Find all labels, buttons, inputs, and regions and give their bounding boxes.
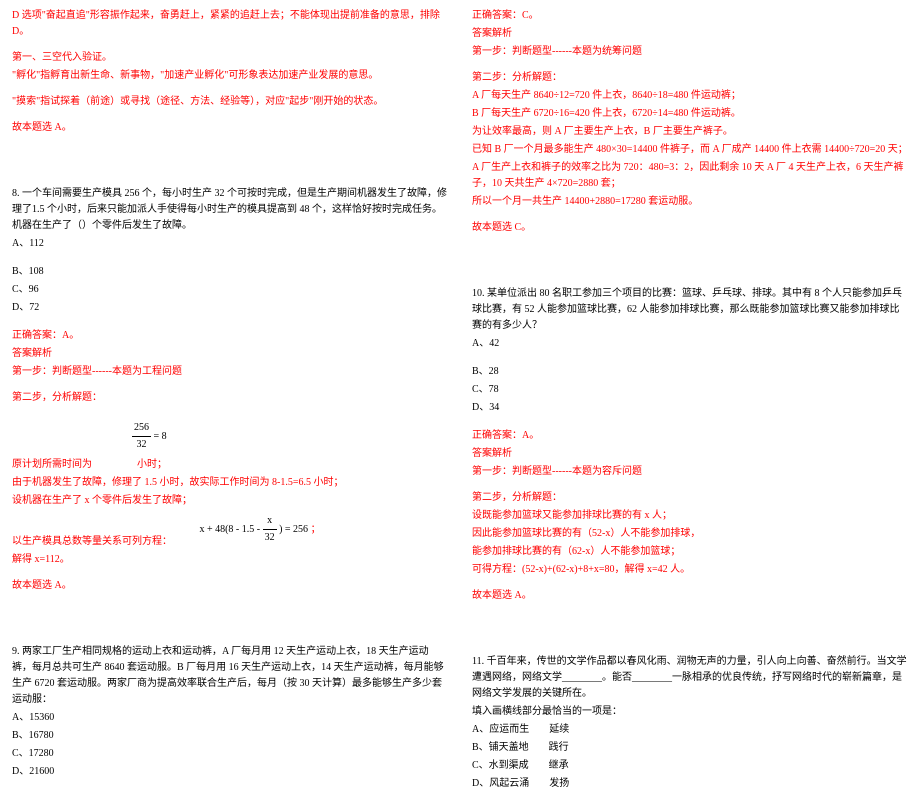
q10-optB: B、28 [472, 364, 908, 380]
q11-fill: 填入画横线部分最恰当的一项是： [472, 704, 908, 720]
q10-l3: 能参加排球比赛的有（62-x）人不能参加篮球； [472, 544, 908, 560]
q8-jiexi: 答案解析 [12, 346, 448, 362]
r-l1: A 厂每天生产 8640÷12=720 件上衣，8640÷18=480 件运动裤… [472, 88, 908, 104]
left-column: D 选项"奋起直追"形容振作起来，奋勇赶上，紧紧的追赶上去；不能体现出提前准备的… [0, 0, 460, 651]
q10-l2: 因此能参加篮球比赛的有（52-x）人不能参加排球， [472, 526, 908, 542]
q8-optB: B、108 [12, 264, 448, 280]
verify-2: "孵化"指孵育出新生命、新事物，"加速产业孵化"可形象表达加速产业发展的意思。 [12, 68, 448, 84]
conclusion-a: 故本题选 A。 [12, 120, 448, 136]
q8-line2: 由于机器发生了故障，修理了 1.5 小时，故实际工作时间为 8-1.5=6.5 … [12, 475, 448, 491]
q11-optD: D、风起云涌 发扬 [472, 776, 908, 792]
explain-d: D 选项"奋起直追"形容振作起来，奋勇赶上，紧紧的追赶上去；不能体现出提前准备的… [12, 8, 448, 40]
q10-optC: C、78 [472, 382, 908, 398]
right-column: 正确答案：C。 答案解析 第一步：判断题型------本题为统筹问题 第二步：分… [460, 0, 920, 651]
r-l5: A 厂生产上衣和裤子的效率之比为 720：480=3：2，因此剩余 10 天 A… [472, 160, 908, 192]
q8-step1: 第一步：判断题型------本题为工程问题 [12, 364, 448, 380]
q8-optA: A、112 [12, 236, 448, 252]
q8-line5: 解得 x=112。 [12, 552, 448, 568]
q8-text: 8. 一个车间需要生产模具 256 个，每小时生产 32 个可按时完成，但是生产… [12, 186, 448, 234]
q10-step1: 第一步：判断题型------本题为容斥问题 [472, 464, 908, 480]
frac-eq: = 8 [154, 431, 167, 442]
r-l2: B 厂每天生产 6720÷16=420 件上衣，6720÷14=480 件运动裤… [472, 106, 908, 122]
q9-optB: B、16780 [12, 728, 448, 744]
q8-answer: 正确答案：A。 [12, 328, 448, 344]
q10-optD: D、34 [472, 400, 908, 416]
q10-l5: 故本题选 A。 [472, 588, 908, 604]
frac-den: 32 [132, 437, 151, 453]
ans-c: 正确答案：C。 [472, 8, 908, 24]
q11-optA: A、应运而生 延续 [472, 722, 908, 738]
q8-line6: 故本题选 A。 [12, 578, 448, 594]
q10-jiexi: 答案解析 [472, 446, 908, 462]
q9-optD: D、21600 [12, 764, 448, 780]
q10-step2: 第二步，分析解题： [472, 490, 908, 506]
q8-line3: 设机器在生产了 x 个零件后发生了故障； [12, 493, 448, 509]
q9-optA: A、15360 [12, 710, 448, 726]
q11-optB: B、铺天盖地 践行 [472, 740, 908, 756]
r-l7: 故本题选 C。 [472, 220, 908, 236]
q9-text: 9. 两家工厂生产相同规格的运动上衣和运动裤，A 厂每月用 12 天生产运动上衣… [12, 644, 448, 708]
q10-l4: 可得方程：(52-x)+(62-x)+8+x=80，解得 x=42 人。 [472, 562, 908, 578]
q8-formula1: 256 32 = 8 [12, 416, 448, 457]
q11-text: 11. 千百年来，传世的文学作品都以春风化雨、润物无声的力量，引人向上向善、奋然… [472, 654, 908, 702]
q8-optD: D、72 [12, 300, 448, 316]
verify-1: 第一、三空代入验证。 [12, 50, 448, 66]
q10-l1: 设既能参加篮球又能参加排球比赛的有 x 人； [472, 508, 908, 524]
q10-ans: 正确答案：A。 [472, 428, 908, 444]
frac-num: 256 [132, 420, 151, 437]
r-jiexi: 答案解析 [472, 26, 908, 42]
r-step2: 第二步：分析解题： [472, 70, 908, 86]
q9-optC: C、17280 [12, 746, 448, 762]
q8-timeplan: 原计划所需时间为 ________ 小时； [12, 457, 448, 473]
q11-optC: C、水到渠成 继承 [472, 758, 908, 774]
r-l4: 已知 B 厂一个月最多能生产 480×30=14400 件裤子，而 A 厂成产 … [472, 142, 908, 158]
q10-text: 10. 某单位派出 80 名职工参加三个项目的比赛：篮球、乒乓球、排球。其中有 … [472, 286, 908, 334]
r-l3: 为让效率最高，则 A 厂主要生产上衣，B 厂主要生产裤子。 [472, 124, 908, 140]
q10-optA: A、42 [472, 336, 908, 352]
r-step1: 第一步：判断题型------本题为统筹问题 [472, 44, 908, 60]
q8-optC: C、96 [12, 282, 448, 298]
explain-mosuo: "摸索"指试探着（前途）或寻找（途径、方法、经验等），对应"起步"刚开始的状态。 [12, 94, 448, 110]
q8-step2: 第二步，分析解题： [12, 390, 448, 406]
r-l6: 所以一个月一共生产 14400+2880=17280 套运动服。 [472, 194, 908, 210]
